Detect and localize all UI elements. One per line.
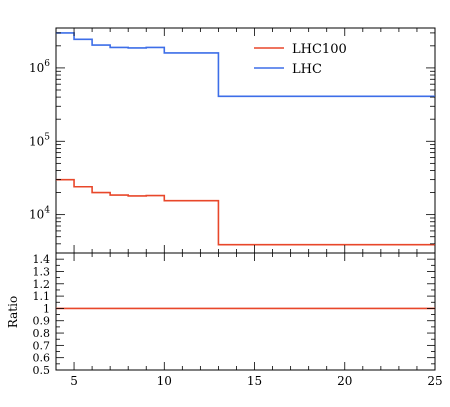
ratio-tick-label: 0.7 — [33, 339, 51, 352]
legend-label-lhc: LHC — [292, 62, 322, 77]
x-tick-label: 5 — [70, 374, 78, 388]
y-tick-label: 106 — [29, 59, 50, 75]
x-tick-label: 15 — [247, 374, 262, 388]
ticks-group — [55, 28, 436, 371]
legend: LHC100 LHC — [254, 42, 347, 77]
series-line-lhc100 — [56, 178, 435, 246]
ratio-tick-label: 0.5 — [33, 364, 51, 377]
ratio-tick-label: 1.4 — [33, 253, 51, 266]
ratio-tick-label: 1.1 — [33, 290, 51, 303]
y-tick-label: 104 — [29, 206, 50, 222]
ratio-tick-label: 1 — [43, 302, 50, 315]
series-line-lhc — [56, 32, 435, 98]
tick-labels-group: 5 10 15 20 25 104 105 106 0.50.60.70.80.911.11.2… — [29, 59, 443, 388]
ratio-tick-label: 0.8 — [33, 327, 51, 340]
main-series-group — [56, 32, 435, 246]
legend-label-lhc100: LHC100 — [292, 42, 347, 57]
x-tick-label: 10 — [157, 374, 172, 388]
main-panel-frame — [55, 27, 436, 254]
ratio-tick-label: 1.3 — [33, 265, 51, 278]
ratio-axis-title: Ratio — [6, 296, 20, 328]
ratio-panel-frame — [55, 252, 436, 371]
ratio-tick-label: 0.6 — [33, 352, 51, 365]
x-tick-label: 20 — [337, 374, 352, 388]
y-tick-label: 105 — [29, 132, 50, 148]
ratio-tick-label: 0.9 — [33, 315, 51, 328]
ratio-tick-label: 1.2 — [33, 278, 51, 291]
x-tick-label: 25 — [427, 374, 442, 388]
